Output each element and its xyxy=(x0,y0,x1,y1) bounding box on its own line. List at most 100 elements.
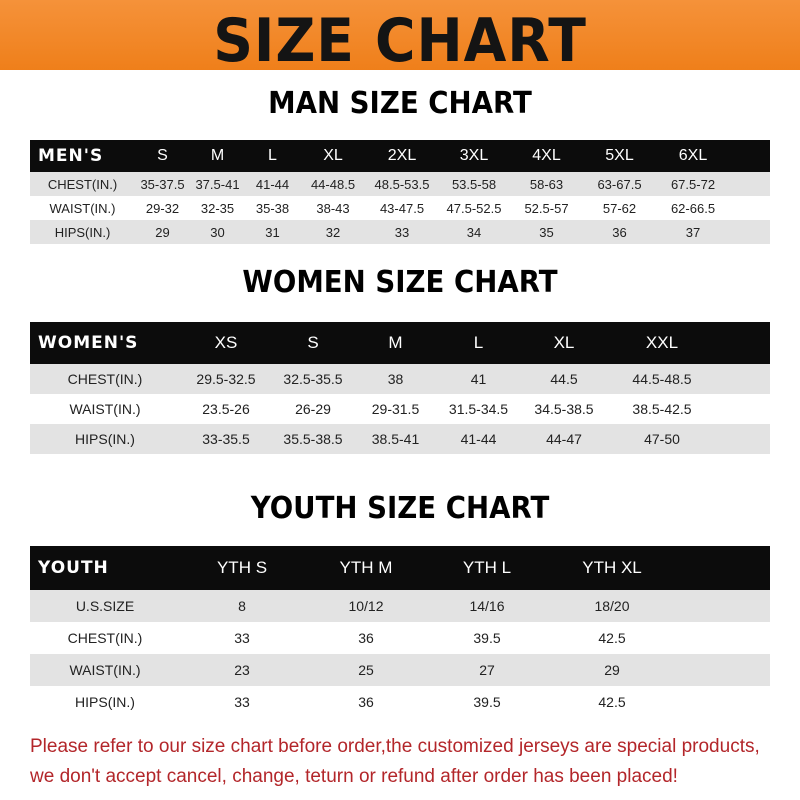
table-row: CHEST(IN.) 33 36 39.5 42.5 xyxy=(30,622,770,654)
men-section-title: MAN SIZE CHART xyxy=(268,86,532,121)
table-row: WAIST(IN.) 29-32 32-35 35-38 38-43 43-47.5 47.… xyxy=(30,196,770,220)
table-cell: L xyxy=(473,333,484,352)
row-label: U.S.SIZE xyxy=(75,598,135,614)
table-cell: 63-67.5 xyxy=(597,176,642,192)
table-cell: 36 xyxy=(358,694,374,710)
table-cell: M xyxy=(388,333,403,352)
table-cell: 35.5-38.5 xyxy=(283,431,343,447)
row-label: CHEST(IN.) xyxy=(67,371,143,387)
banner-title: SIZE CHART xyxy=(213,6,587,76)
table-cell: 48.5-53.5 xyxy=(374,176,430,192)
table-cell: 35 xyxy=(539,224,554,240)
table-header-row: YOUTH YTH S YTH M YTH L YTH XL xyxy=(30,546,770,590)
table-cell: 37.5-41 xyxy=(195,176,240,192)
women-section-title: WOMEN SIZE CHART xyxy=(242,265,558,300)
table-cell: 38.5-42.5 xyxy=(632,401,692,417)
table-cell: 35-37.5 xyxy=(140,176,185,192)
table-cell: 58-63 xyxy=(529,176,564,192)
table-cell: 32.5-35.5 xyxy=(283,371,343,387)
row-label: HIPS(IN.) xyxy=(75,431,135,447)
table-cell: 38-43 xyxy=(316,200,350,216)
table-cell: 62-66.5 xyxy=(670,200,716,216)
table-cell: YTH M xyxy=(339,558,393,577)
table-cell: 36 xyxy=(358,630,374,646)
table-row: HIPS(IN.) 33-35.5 35.5-38.5 38.5-41 41-44 44-… xyxy=(30,424,770,454)
men-size-table: MEN'S S M L XL 2XL 3XL 4XL 5XL 6XL CHEST(IN.) 35-37… xyxy=(30,140,770,244)
table-cell: S xyxy=(157,147,168,164)
footer-line-1: Please refer to our size chart before or… xyxy=(30,736,760,757)
table-cell: 33 xyxy=(394,224,410,240)
table-row: WAIST(IN.) 23.5-26 26-29 29-31.5 31.5-34.5 34… xyxy=(30,394,770,424)
youth-size-table: YOUTH YTH S YTH M YTH L YTH XL U.S.SIZE 8 10/12… xyxy=(30,546,770,718)
table-cell: 39.5 xyxy=(473,630,501,646)
table-cell: 33-35.5 xyxy=(202,431,250,447)
table-cell: 30 xyxy=(210,224,225,240)
row-label: WAIST(IN.) xyxy=(69,662,141,678)
table-cell: 36 xyxy=(612,224,627,240)
table-row: U.S.SIZE 8 10/12 14/16 18/20 xyxy=(30,590,770,622)
table-cell: 52.5-57 xyxy=(524,200,569,216)
table-row: CHEST(IN.) 29.5-32.5 32.5-35.5 38 41 44.5 44.5… xyxy=(30,364,770,394)
row-label: YOUTH xyxy=(38,558,109,578)
table-cell: 33 xyxy=(234,630,250,646)
table-cell: 5XL xyxy=(605,147,634,164)
table-row: CHEST(IN.) 35-37.5 37.5-41 41-44 44-48.5 48.5… xyxy=(30,172,770,196)
table-cell: 27 xyxy=(479,662,495,678)
table-cell: S xyxy=(307,333,319,352)
row-label: MEN'S xyxy=(38,146,104,166)
table-cell: 47.5-52.5 xyxy=(446,200,502,216)
table-cell: 67.5-72 xyxy=(670,176,716,192)
table-cell: XXL xyxy=(645,333,679,352)
table-cell: XL xyxy=(553,333,575,352)
row-label: HIPS(IN.) xyxy=(75,694,135,710)
table-cell: 41-44 xyxy=(460,431,497,447)
table-cell: 43-47.5 xyxy=(379,200,425,216)
table-cell: XS xyxy=(214,333,238,352)
table-cell: YTH S xyxy=(216,558,268,577)
table-cell: 29 xyxy=(604,662,620,678)
table-header-row: MEN'S S M L XL 2XL 3XL 4XL 5XL 6XL xyxy=(30,140,770,172)
table-cell: 23.5-26 xyxy=(202,401,250,417)
women-size-table: WOMEN'S XS S M L XL XXL CHEST(IN.) 29.5-32.5 32.5… xyxy=(30,322,770,454)
table-cell: 44-48.5 xyxy=(310,176,356,192)
footer-line-2: we don't accept cancel, change, teturn o… xyxy=(30,766,678,787)
table-cell: YTH XL xyxy=(582,558,642,577)
row-label: CHEST(IN.) xyxy=(67,630,143,646)
table-cell: M xyxy=(210,147,225,164)
table-cell: 41 xyxy=(470,371,487,387)
table-cell: 25 xyxy=(358,662,374,678)
table-cell: 44.5 xyxy=(550,371,578,387)
table-cell: 38 xyxy=(387,371,404,387)
table-cell: 41-44 xyxy=(255,176,290,192)
table-row: WAIST(IN.) 23 25 27 29 xyxy=(30,654,770,686)
table-cell: 29-32 xyxy=(145,200,180,216)
table-cell: 35-38 xyxy=(255,200,290,216)
banner: SIZE CHART xyxy=(0,0,800,76)
table-cell: 10/12 xyxy=(348,598,384,614)
table-cell: 47-50 xyxy=(644,431,680,447)
row-label: CHEST(IN.) xyxy=(47,176,118,192)
row-label: WOMEN'S xyxy=(38,333,139,353)
table-cell: 33 xyxy=(234,694,250,710)
row-label: WAIST(IN.) xyxy=(69,401,141,417)
table-cell: 26-29 xyxy=(295,401,331,417)
table-cell: 32-35 xyxy=(200,200,235,216)
table-cell: 34.5-38.5 xyxy=(534,401,594,417)
table-cell: 57-62 xyxy=(602,200,637,216)
table-cell: 38.5-41 xyxy=(371,431,420,447)
table-cell: XL xyxy=(323,147,343,164)
table-row: HIPS(IN.) 29 30 31 32 33 34 35 36 37 xyxy=(30,220,770,244)
table-cell: 32 xyxy=(325,224,341,240)
table-cell: 42.5 xyxy=(598,630,626,646)
table-cell: 4XL xyxy=(532,147,561,164)
table-cell: 44.5-48.5 xyxy=(632,371,692,387)
table-cell: 3XL xyxy=(459,147,489,164)
youth-section-title: YOUTH SIZE CHART xyxy=(250,491,550,526)
table-cell: 31 xyxy=(265,224,280,240)
table-cell: 18/20 xyxy=(594,598,630,614)
table-cell: 53.5-58 xyxy=(451,176,497,192)
table-cell: 23 xyxy=(234,662,250,678)
table-cell: 29 xyxy=(155,224,170,240)
table-cell: L xyxy=(268,147,277,164)
row-label: HIPS(IN.) xyxy=(54,224,111,240)
